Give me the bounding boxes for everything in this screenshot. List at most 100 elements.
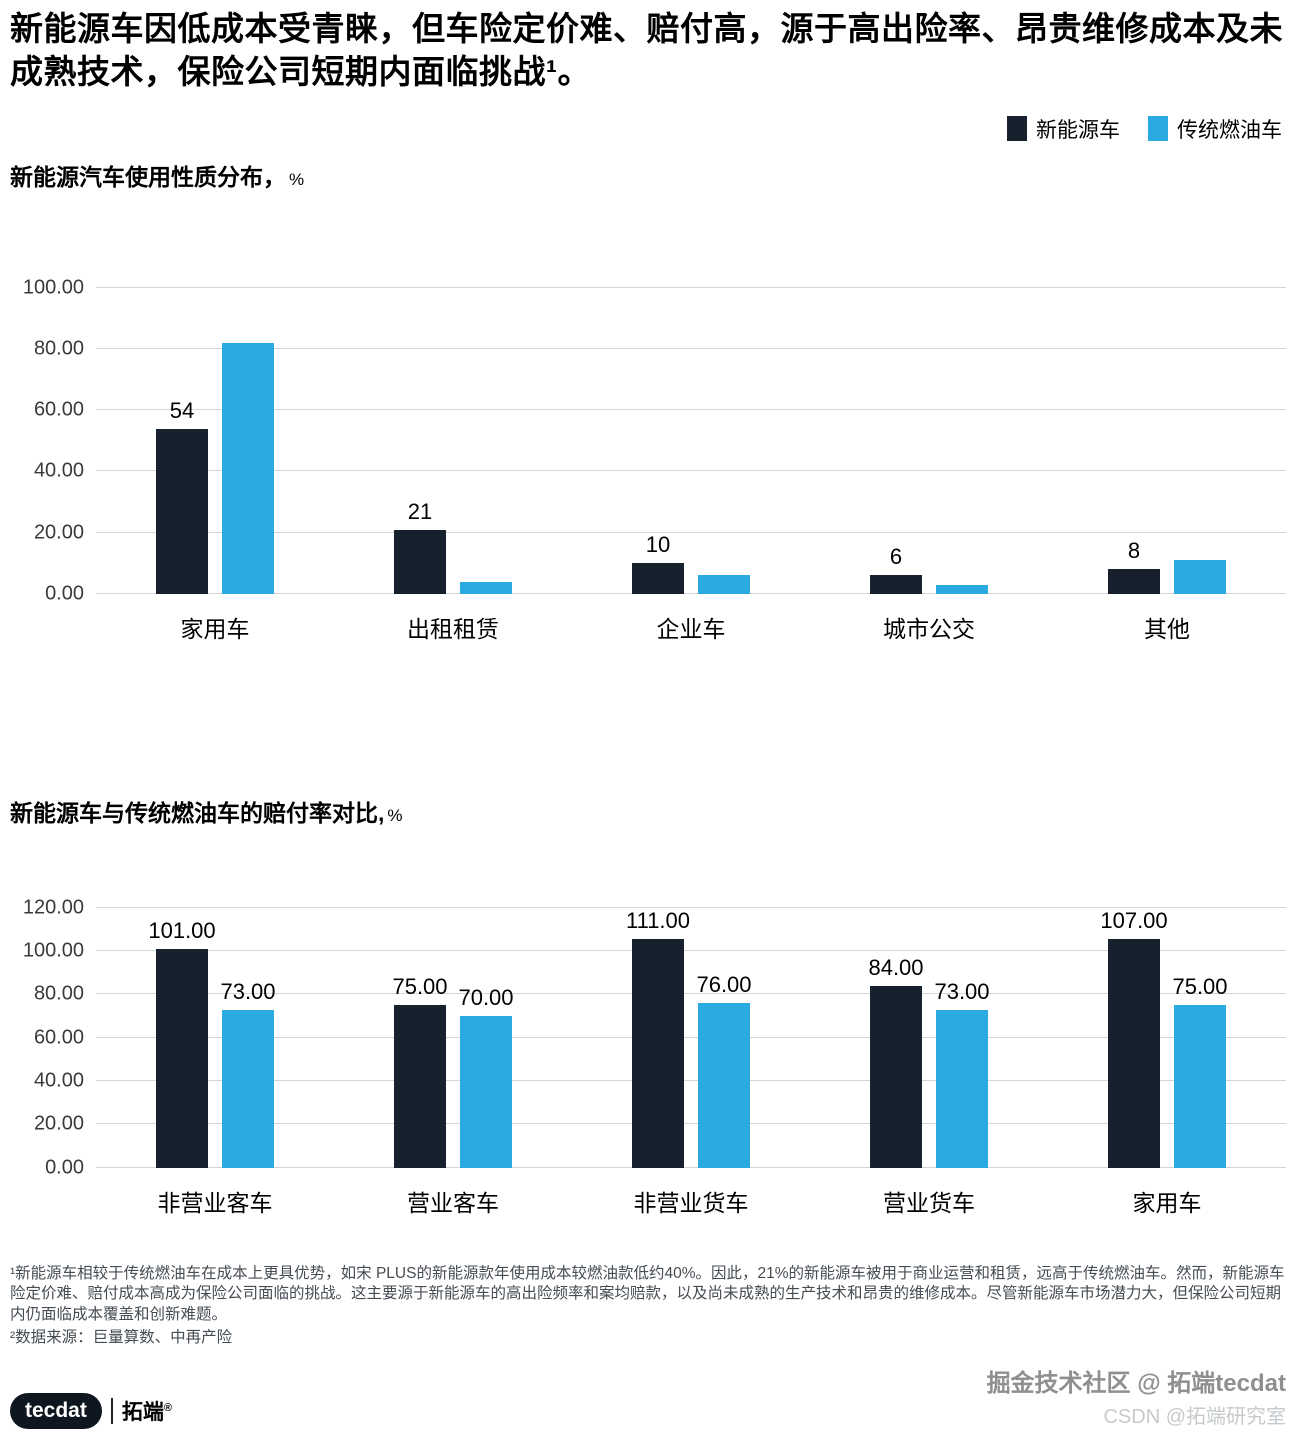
bar-wrap-fuel xyxy=(698,288,750,594)
chart2-title: 新能源车与传统燃油车的赔付率对比,% xyxy=(10,794,1286,828)
x-category-label: 家用车 xyxy=(180,615,250,642)
bar-wrap-fuel xyxy=(1174,288,1226,594)
y-tick-label: 120.00 xyxy=(22,896,84,919)
bar-value-label: 75.00 xyxy=(392,974,448,1000)
gridline xyxy=(96,531,1286,533)
bar-wrap-fuel: 73.00 xyxy=(220,908,276,1168)
bar-value-label: 8 xyxy=(1127,538,1141,564)
legend-swatch-nev xyxy=(1007,116,1027,142)
watermarks: 掘金技术社区 @ 拓端tecdat CSDN @拓端研究室 xyxy=(987,1363,1286,1429)
bar-nev xyxy=(632,563,684,594)
bar-value-label: 6 xyxy=(889,544,903,570)
chart1-title-unit: % xyxy=(289,169,305,189)
bar-value-label: 10 xyxy=(645,532,671,558)
x-category-label: 营业货车 xyxy=(883,1189,975,1216)
bar-fuel xyxy=(936,584,988,594)
bar-fuel xyxy=(1174,1005,1226,1168)
bar-group: 10 xyxy=(572,288,810,594)
bar-nev xyxy=(632,938,684,1168)
bar-wrap-nev: 8 xyxy=(1108,288,1160,594)
bar-wrap-fuel xyxy=(936,288,988,594)
chart2-bars: 101.00 73.00 75.00 70.00 111.00 76.00 84.00 73.… xyxy=(96,908,1286,1168)
y-tick-label: 80.00 xyxy=(33,337,84,360)
registered-mark: ® xyxy=(163,1401,172,1414)
bar-group: 101.00 73.00 xyxy=(96,908,334,1168)
gridline xyxy=(96,950,1286,952)
y-tick-label: 40.00 xyxy=(33,459,84,482)
chart1-bars: 54 21 10 6 8 xyxy=(96,288,1286,594)
chart2-plot-area: 101.00 73.00 75.00 70.00 111.00 76.00 84.00 73.… xyxy=(96,906,1286,1168)
bar-group: 107.00 75.00 xyxy=(1048,908,1286,1168)
x-category-label: 非营业货车 xyxy=(633,1189,749,1216)
gridline xyxy=(96,286,1286,288)
y-tick-label: 100.00 xyxy=(22,276,84,299)
gridline xyxy=(96,470,1286,472)
legend-label-nev: 新能源车 xyxy=(1036,118,1120,142)
chart-usage-distribution-section: 新能源汽车使用性质分布，% 0.00 20.00 40.00 60.00 80.00 10… xyxy=(10,158,1286,644)
gridline xyxy=(96,993,1286,995)
bar-value-label: 73.00 xyxy=(934,978,990,1004)
gridline xyxy=(96,592,1286,594)
legend-label-fuel: 传统燃油车 xyxy=(1177,118,1282,142)
y-tick-label: 80.00 xyxy=(33,982,84,1005)
chart1-xaxis-labels: 家用车 出租租赁 企业车 城市公交 其他 xyxy=(96,610,1286,644)
footnote-1: ¹新能源车相较于传统燃油车在成本上更具优势，如宋 PLUS的新能源款年使用成本较… xyxy=(10,1264,1285,1323)
bar-value-label: 73.00 xyxy=(220,978,276,1004)
bar-nev xyxy=(394,1005,446,1168)
bar-nev xyxy=(870,575,922,594)
tecdat-logo-mark: tecdat xyxy=(10,1392,102,1429)
bar-value-label: 107.00 xyxy=(1100,907,1168,933)
bar-group: 6 xyxy=(810,288,1048,594)
legend-swatch-fuel xyxy=(1148,116,1168,142)
watermark-csdn: CSDN @拓端研究室 xyxy=(1103,1405,1286,1428)
bar-wrap-nev: 21 xyxy=(394,288,446,594)
bar-wrap-nev: 101.00 xyxy=(148,908,216,1168)
gridline xyxy=(96,409,1286,411)
legend-item-fuel: 传统燃油车 xyxy=(1148,114,1282,144)
x-category-label: 非营业客车 xyxy=(157,1189,273,1216)
tecdat-logo-cn: 拓端® xyxy=(122,1396,172,1426)
legend-item-nev: 新能源车 xyxy=(1007,114,1120,144)
y-tick-label: 20.00 xyxy=(33,521,84,544)
y-tick-label: 40.00 xyxy=(33,1069,84,1092)
y-tick-label: 60.00 xyxy=(33,398,84,421)
bar-group: 75.00 70.00 xyxy=(334,908,572,1168)
logo-divider xyxy=(110,1397,113,1424)
bar-wrap-fuel xyxy=(222,288,274,594)
chart1-gridlines xyxy=(96,286,1286,594)
footnote-2-data-source: ²数据来源：巨量算数、中再产险 xyxy=(10,1329,233,1347)
chart2-title-unit: % xyxy=(387,805,403,825)
x-category-label: 营业客车 xyxy=(407,1189,499,1216)
bar-value-label: 54 xyxy=(169,397,195,423)
x-category-label: 其他 xyxy=(1144,615,1190,642)
chart2-title-text: 新能源车与传统燃油车的赔付率对比, xyxy=(10,799,385,826)
y-tick-label: 100.00 xyxy=(22,939,84,962)
chart1-title: 新能源汽车使用性质分布，% xyxy=(10,158,1286,192)
bar-value-label: 70.00 xyxy=(458,985,514,1011)
y-tick-label: 0.00 xyxy=(45,1156,84,1179)
bar-group: 111.00 76.00 xyxy=(572,908,810,1168)
bar-value-label: 111.00 xyxy=(625,907,691,933)
gridline xyxy=(96,906,1286,908)
x-category-label: 家用车 xyxy=(1132,1189,1202,1216)
bar-wrap-nev: 75.00 xyxy=(392,908,448,1168)
bar-fuel xyxy=(936,1009,988,1168)
bar-value-label: 101.00 xyxy=(148,917,216,943)
bar-wrap-fuel: 75.00 xyxy=(1172,908,1228,1168)
bar-wrap-nev: 6 xyxy=(870,288,922,594)
bar-value-label: 76.00 xyxy=(696,972,752,998)
bar-group: 8 xyxy=(1048,288,1286,594)
y-tick-label: 60.00 xyxy=(33,1026,84,1049)
bar-value-label: 21 xyxy=(407,498,433,524)
bar-wrap-fuel xyxy=(460,288,512,594)
bar-group: 21 xyxy=(334,288,572,594)
chart2-yaxis: 0.00 20.00 40.00 60.00 80.00 100.00 120.00 xyxy=(10,896,96,1178)
footnotes: ¹新能源车相较于传统燃油车在成本上更具优势，如宋 PLUS的新能源款年使用成本较… xyxy=(10,1264,1286,1349)
bar-wrap-nev: 111.00 xyxy=(626,908,690,1168)
bar-group: 54 xyxy=(96,288,334,594)
bar-fuel xyxy=(222,342,274,594)
bar-fuel xyxy=(698,575,750,594)
y-tick-label: 20.00 xyxy=(33,1112,84,1135)
chart1-title-text: 新能源汽车使用性质分布， xyxy=(10,163,286,190)
